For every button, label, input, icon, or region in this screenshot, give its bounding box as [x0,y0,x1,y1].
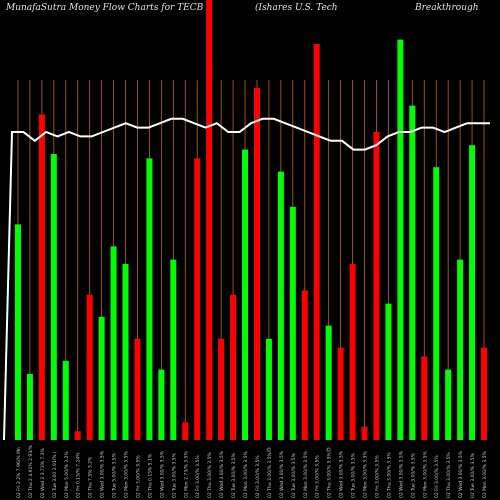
x-tick-label: 02 Tue 3.00/% 3.5% [291,452,297,498]
chart-title-right: Breakthrough [415,3,479,13]
bar-down [481,347,488,440]
money-flow-line [3,117,490,441]
bar-down [38,114,45,441]
x-tick-label: 02 Thu 3.00/% 3.5% [327,452,333,498]
chart-title-left: MunafaSutra Money Flow Charts for TECB [6,3,204,13]
x-tick-label: 02 Mon 5.00/% 3.2% [64,451,70,498]
bar-up [242,149,249,440]
x-tick-label: 02 Tue 3.00/% 3.5% [351,452,357,498]
bar-up [469,145,476,440]
bar-down [218,338,225,440]
x-tick-label: 02 Mon 3.00/% 3.5% [124,451,130,498]
x-tick-label: 02 Mon 3.00/% 3.5% [363,451,369,498]
x-tick-label: 02 Wed 3.00/% 3.5% [159,450,165,498]
x-tick-label: 02 Wed 3.00/% 3.5% [339,450,345,498]
bar-down [373,132,380,440]
bar-down [337,347,344,440]
x-tick-label: 02 Thu 3.00/% 3.5% [386,452,392,498]
bar-down [134,338,141,440]
bar-up [289,206,296,440]
chart-title: MunafaSutra Money Flow Charts for TECB (… [0,0,500,16]
x-tick-label: 02 Fri 3.00/% 3.5% [315,455,321,498]
x-tick-label: 02 Tue 3.00/% 3.5% [470,452,476,498]
x-tick-label: 02 Tue 3.00 2.91/% ( [52,451,58,498]
bar-down [421,356,428,440]
x-tick-label: 02 Thu 2 4.91% 2.93/% [28,444,34,498]
bar-up [122,264,129,440]
x-tick-label: 02 Wed 3.00/% 3.5% [279,450,285,498]
x-tick-label: 02 Fri 0.15/% 7.24% [76,452,82,498]
bar-down [313,44,320,440]
bar-up [158,369,165,440]
x-tick-label: 02 Tue 3.00/% 3.5% [171,452,177,498]
bar-up [14,224,21,440]
bar-up [433,167,440,440]
x-tick-label: 02 Tue 3.00/% 3.5% [231,452,237,498]
bar-up [26,374,33,440]
x-tick-label: 02 Wed 3.00/% 3.5% [219,450,225,498]
bar-up [445,369,452,440]
bar-down [361,426,368,440]
x-tick-label: 02 Wed 3.00/% 3.5% [398,450,404,498]
x-tick-label: 02 Tue 5.00/% 3.5% [112,452,118,498]
bar-up [98,316,105,440]
bar-up [397,39,404,440]
bar-up [409,105,416,440]
x-tick-label: 02 Thu 7.5% 3.2% [88,456,94,498]
x-tick-label: 02 Fri 3.00/% 3.5% [255,455,261,498]
x-tick-label: 02 Fri 2 2% 7.96/% Mn [16,447,22,498]
chart-title-middle: (Ishares U.S. Tech [255,3,338,13]
x-tick-label: 02 Mon 3.00/% 3.5% [303,451,309,498]
x-tick-label: 02 Mon 3.00/% 3.5% [243,451,249,498]
x-tick-label: 02 Fri 3.00/% 3.5% [434,455,440,498]
bar-up [110,246,117,440]
x-tick-label: 02 Wed 2 3.73% 7.3% [40,447,46,498]
x-tick-label: 02 Fri 3.00/% 3.5% [195,455,201,498]
x-tick-label: 02 Mon 3.00/% 3.5% [482,451,488,498]
bar-down [253,88,260,440]
x-tick-label: 02 Thu 3.00/% 3.5% [267,452,273,498]
bar-series [14,0,488,441]
x-tick-label: 02 Tue 3.00/% 3.5% [410,452,416,498]
bar-down [206,0,213,440]
x-tick-label: 02 Fri 3.00/% 3.5% [374,455,380,498]
bar-up [277,171,284,440]
x-tick-label: 02 Mon 3.00/% 3.5% [422,451,428,498]
bar-up [385,303,392,440]
x-axis-labels: 02 Fri 2 2% 7.96/% Mn 02 Thu 2 4.91% 2.93… [16,444,488,498]
bar-up [265,338,272,440]
bar-up [325,325,332,440]
marker-label: © [266,447,272,454]
x-tick-label: 02 Thu 3.00/% 3.5% [207,452,213,498]
x-tick-label: 02 Thu 3.00/% 3.5% [446,452,452,498]
bar-down [349,264,356,440]
line-series [3,117,490,441]
bar-down [301,290,308,440]
bar-up [170,259,177,440]
bar-up [146,158,153,440]
x-tick-label: 02 Fri 3.00/% 3.5% [135,455,141,498]
bar-up [62,360,69,440]
bar-down [230,294,237,440]
bar-down [74,431,81,440]
x-tick-label: 02 Wed 3.00/% 3.5% [100,450,106,498]
bar-down [182,422,189,440]
x-tick-label: 02 Mon 2.73/% 3.5% [183,451,189,498]
bar-up [457,259,464,440]
bar-down [86,294,93,440]
bar-up [50,154,57,440]
x-tick-label: 02 Thu 0.15% 5.1% [147,453,153,498]
marker-label: © [326,447,332,454]
bar-down [194,158,201,440]
x-tick-label: 02 Wed 3.00/% 3.5% [458,450,464,498]
